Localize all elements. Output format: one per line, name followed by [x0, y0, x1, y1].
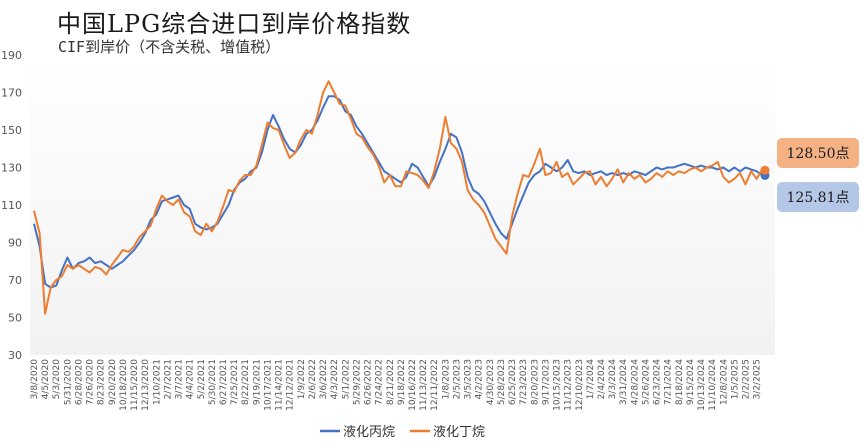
x-tick-label: 11/13/2022 — [419, 359, 429, 411]
x-tick-label: 4/2/2023 — [475, 359, 485, 399]
x-tick-label: 7/23/2023 — [519, 359, 529, 405]
page-subtitle: CIF到岸价（不含关税、增值税） — [58, 38, 281, 56]
x-tick-label: 5/30/2021 — [208, 359, 218, 405]
end-markers — [760, 165, 770, 180]
x-tick-label: 1/5/2025 — [730, 359, 740, 399]
x-tick-label: 7/24/2022 — [375, 359, 385, 405]
series-layer — [33, 80, 766, 315]
butane-value-badge: 128.50点 — [777, 138, 859, 168]
x-tick-label: 5/3/2020 — [52, 359, 62, 400]
x-tick-label: 6/25/2023 — [508, 359, 518, 405]
x-tick-label: 1/10/2021 — [152, 359, 162, 405]
x-tick-label: 2/6/2022 — [308, 359, 318, 399]
y-tick-label: 190 — [1, 49, 22, 62]
x-tick-label: 3/3/2024 — [608, 359, 618, 400]
x-tick-label: 2/7/2021 — [163, 359, 173, 399]
x-tick-label: 5/1/2022 — [341, 359, 351, 399]
x-tick-label: 1/9/2022 — [297, 359, 307, 399]
x-tick-label: 7/26/2020 — [86, 359, 96, 405]
butane-end-marker — [760, 165, 770, 175]
x-tick-label: 4/5/2020 — [41, 359, 51, 400]
x-tick-label: 3/6/2022 — [319, 359, 329, 399]
x-tick-label: 12/8/2024 — [719, 359, 729, 405]
x-tick-label: 10/15/2023 — [553, 359, 563, 411]
x-tick-label: 10/17/2021 — [263, 359, 273, 411]
y-tick-label: 90 — [8, 237, 22, 250]
y-tick-label: 110 — [1, 199, 22, 212]
x-tick-label: 9/19/2021 — [252, 359, 262, 405]
x-tick-label: 9/18/2022 — [397, 359, 407, 405]
x-tick-label: 5/31/2020 — [63, 359, 73, 405]
x-tick-label: 4/4/2021 — [186, 359, 196, 399]
series-propane-line — [33, 95, 766, 289]
x-tick-label: 11/12/2023 — [564, 359, 574, 411]
x-tick-label: 1/7/2024 — [586, 359, 596, 400]
x-tick-label: 3/2/2025 — [753, 359, 763, 399]
legend-propane-label: 液化丙烷 — [343, 425, 395, 440]
x-tick-label: 6/27/2021 — [219, 359, 229, 405]
x-tick-label: 3/8/2020 — [30, 359, 40, 400]
x-tick-label: 9/15/2024 — [686, 359, 696, 405]
x-tick-label: 12/11/2022 — [430, 359, 440, 411]
x-tick-label: 12/12/2021 — [286, 359, 296, 411]
legend-butane-label: 液化丁烷 — [433, 425, 485, 440]
x-tick-label: 3/7/2021 — [175, 359, 185, 399]
y-tick-label: 130 — [1, 162, 22, 175]
x-tick-label: 6/28/2020 — [74, 359, 84, 405]
y-axis: 30 50 70 90 110 130 150 170 190 — [1, 49, 22, 362]
y-tick-label: 170 — [1, 87, 22, 100]
x-axis: 3/8/2020 4/5/2020 5/3/2020 5/31/2020 6/28/20… — [30, 359, 763, 411]
x-tick-label: 7/21/2024 — [664, 359, 674, 405]
x-tick-label: 5/29/2022 — [352, 359, 362, 405]
series-butane-line — [33, 80, 766, 315]
y-tick-label: 50 — [8, 312, 22, 325]
x-tick-label: 2/4/2024 — [597, 359, 607, 400]
x-tick-label: 8/23/2020 — [97, 359, 107, 405]
x-tick-label: 4/30/2023 — [486, 359, 496, 405]
x-tick-label: 2/2/2025 — [742, 359, 752, 399]
x-tick-label: 10/18/2020 — [119, 359, 129, 411]
x-tick-label: 10/16/2022 — [408, 359, 418, 411]
x-tick-label: 8/21/2022 — [386, 359, 396, 405]
x-tick-label: 3/31/2024 — [619, 359, 629, 405]
x-tick-label: 4/3/2022 — [330, 359, 340, 399]
x-tick-label: 1/8/2023 — [441, 359, 451, 399]
x-tick-label: 11/15/2020 — [130, 359, 140, 411]
x-tick-label: 12/10/2023 — [575, 359, 585, 411]
x-tick-label: 11/10/2024 — [708, 359, 718, 411]
x-tick-label: 11/14/2021 — [275, 359, 285, 411]
page-title: 中国LPG综合进口到岸价格指数 — [57, 10, 412, 38]
y-tick-label: 150 — [1, 124, 22, 137]
y-tick-label: 70 — [8, 274, 22, 287]
x-tick-label: 6/23/2024 — [653, 359, 663, 405]
x-tick-label: 6/26/2022 — [364, 359, 374, 405]
x-tick-label: 4/28/2024 — [630, 359, 640, 405]
legend: 液化丙烷 液化丁烷 — [320, 425, 485, 440]
x-tick-label: 5/26/2024 — [641, 359, 651, 405]
x-tick-label: 8/18/2024 — [675, 359, 685, 405]
x-tick-label: 9/20/2020 — [108, 359, 118, 405]
propane-value-badge: 125.81点 — [777, 182, 859, 212]
x-tick-label: 9/17/2023 — [541, 359, 551, 405]
x-tick-label: 10/13/2024 — [697, 359, 707, 411]
y-tick-label: 30 — [8, 349, 22, 362]
x-tick-label: 7/25/2021 — [230, 359, 240, 405]
x-tick-label: 3/5/2023 — [464, 359, 474, 399]
x-tick-label: 2/5/2023 — [452, 359, 462, 399]
x-tick-label: 5/28/2023 — [497, 359, 507, 405]
x-tick-label: 12/13/2020 — [141, 359, 151, 411]
x-tick-label: 8/20/2023 — [530, 359, 540, 405]
x-tick-label: 5/2/2021 — [197, 359, 207, 399]
plot-area — [30, 55, 775, 355]
x-tick-label: 8/22/2021 — [241, 359, 251, 405]
